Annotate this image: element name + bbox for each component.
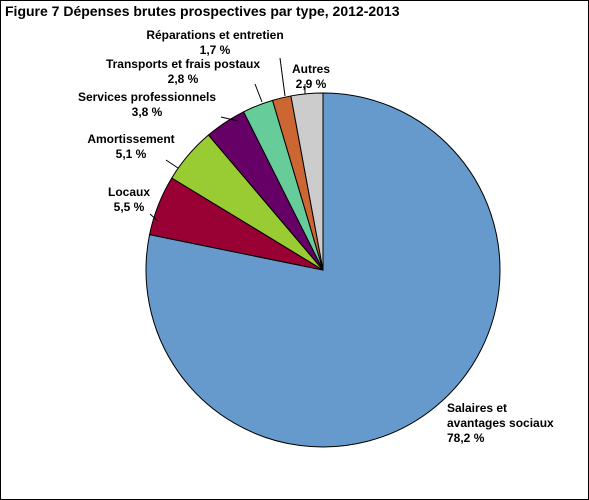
slice-value-label-autres: 2,9 % xyxy=(296,77,327,91)
pie-slice-autres xyxy=(290,92,324,271)
slice-name-label-autres: Autres xyxy=(292,62,330,76)
leader-lines xyxy=(149,57,306,222)
pie-slices xyxy=(145,92,501,448)
slice-value-label-locaux: 5,5 % xyxy=(114,200,145,214)
slice-name-label-salaires-et-avantages-sociaux: Salaires et xyxy=(447,401,507,415)
slice-name-label-salaires-et-avantages-sociaux: avantages sociaux xyxy=(447,416,554,430)
slice-value-label-transports-et-frais-postaux: 2,8 % xyxy=(168,72,199,86)
leader-line-locaux xyxy=(149,213,159,222)
slice-name-label-amortissement: Amortissement xyxy=(87,132,174,146)
slice-value-label-services-professionnels: 3,8 % xyxy=(132,105,163,119)
leader-line-reparations-et-entretien xyxy=(279,57,286,97)
leader-line-services-professionnels xyxy=(220,116,239,122)
slice-name-label-locaux: Locaux xyxy=(108,185,150,199)
slice-value-label-salaires-et-avantages-sociaux: 78,2 % xyxy=(447,431,485,445)
leader-line-amortissement xyxy=(165,159,179,169)
slice-value-label-reparations-et-entretien: 1,7 % xyxy=(200,43,231,57)
chart-title: Figure 7 Dépenses brutes prospectives pa… xyxy=(5,3,400,19)
slice-name-label-reparations-et-entretien: Réparations et entretien xyxy=(146,28,283,42)
slice-name-label-services-professionnels: Services professionnels xyxy=(78,90,216,104)
leader-line-transports-et-frais-postaux xyxy=(254,83,263,103)
slice-name-label-transports-et-frais-postaux: Transports et frais postaux xyxy=(106,57,260,71)
slice-value-label-amortissement: 5,1 % xyxy=(116,147,147,161)
